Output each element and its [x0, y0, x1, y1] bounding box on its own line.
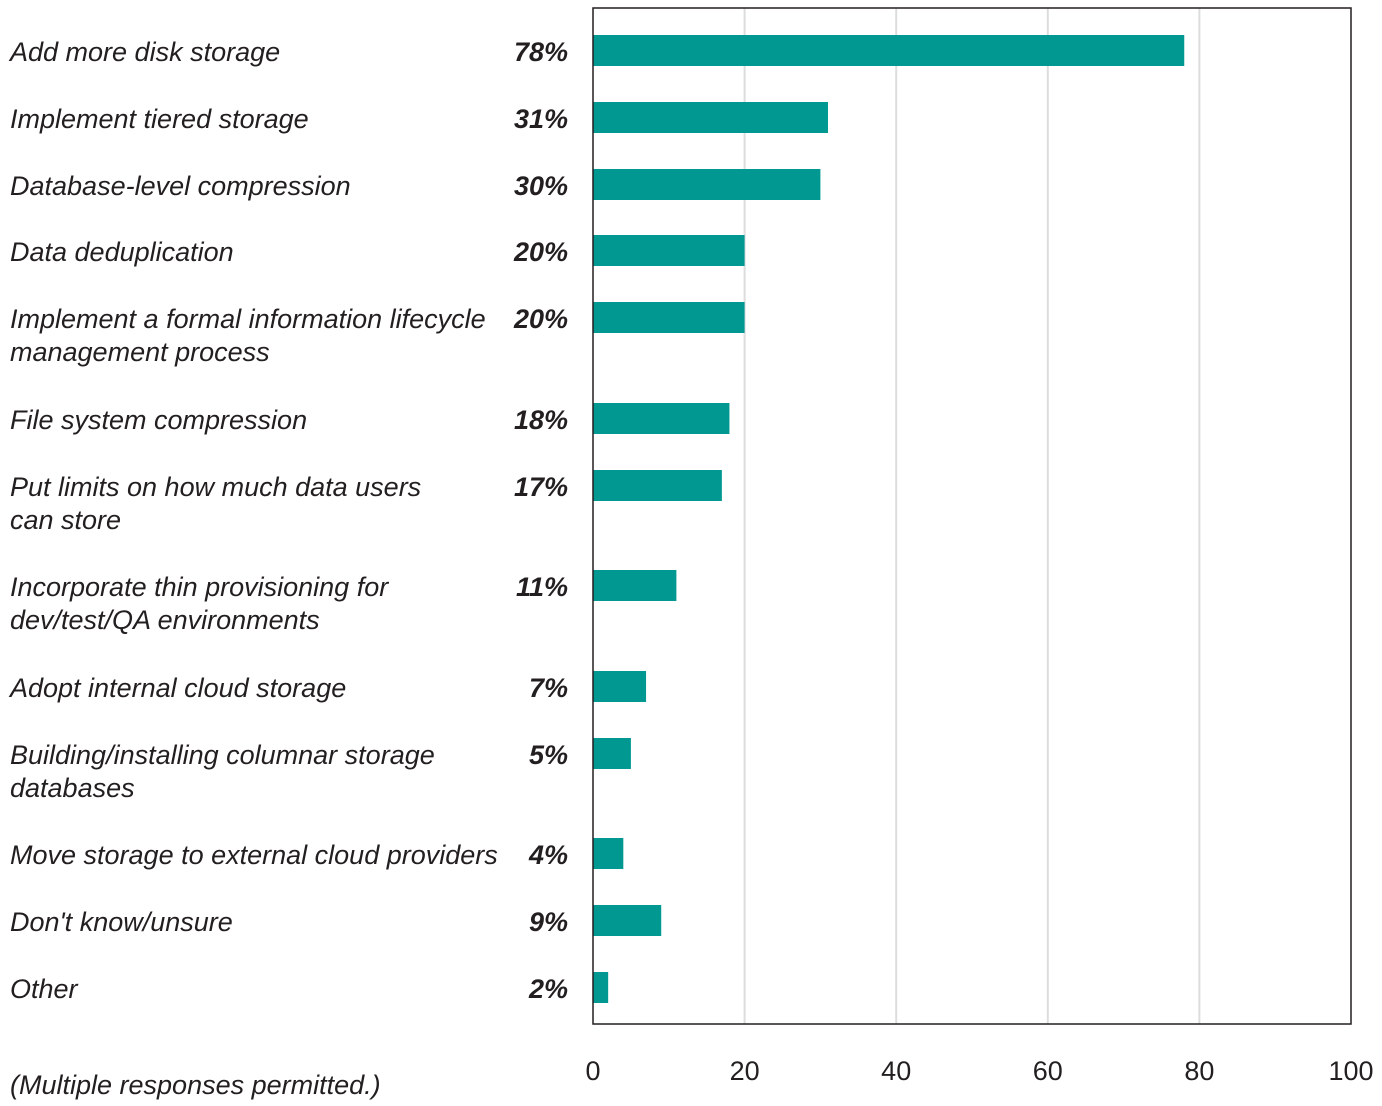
value-label: 7%: [529, 673, 568, 703]
bar: [593, 102, 828, 133]
category-labels: Add more disk storage Implement tiered st…: [8, 37, 498, 1004]
value-label: 5%: [529, 740, 568, 770]
category-label: Add more disk storage: [8, 37, 280, 67]
category-label-line: databases: [10, 773, 135, 803]
category-label-line: dev/test/QA environments: [10, 605, 320, 635]
bar: [593, 905, 662, 936]
value-label: 20%: [513, 304, 568, 334]
bar: [593, 738, 631, 769]
bar: [593, 570, 677, 601]
x-tick-label: 0: [585, 1056, 600, 1086]
category-label-line: Adopt internal cloud storage: [8, 673, 346, 703]
bar: [593, 403, 730, 434]
category-label-line: Other: [10, 974, 79, 1004]
category-label-line: Add more disk storage: [8, 37, 280, 67]
value-label: 78%: [514, 37, 568, 67]
bar: [593, 235, 745, 266]
category-label-line: Implement a formal information lifecycle: [10, 304, 486, 334]
category-label: Implement a formal information lifecycle…: [10, 304, 486, 367]
x-tick-labels: 0 20 40 60 80 100: [585, 1056, 1373, 1086]
category-label-line: File system compression: [10, 405, 307, 435]
value-labels: 78% 31% 30% 20% 20% 18% 17% 11% 7% 5% 4% 9% 2%: [513, 37, 568, 1004]
category-label-line: can store: [10, 505, 121, 535]
value-label: 2%: [528, 974, 568, 1004]
category-label: Database-level compression: [10, 171, 351, 201]
category-label: Adopt internal cloud storage: [8, 673, 346, 703]
plot-frame: [592, 7, 1352, 1025]
category-label: Don't know/unsure: [10, 907, 233, 937]
bar: [593, 671, 647, 702]
category-label-line: Database-level compression: [10, 171, 351, 201]
category-label: Other: [10, 974, 79, 1004]
category-label: Building/installing columnar storage data…: [10, 740, 435, 803]
bar: [593, 972, 609, 1003]
bar: [593, 838, 624, 869]
value-label: 31%: [514, 104, 568, 134]
bar: [593, 470, 722, 501]
category-label: Incorporate thin provisioning for dev/tes…: [10, 572, 389, 635]
x-tick-label: 20: [730, 1056, 760, 1086]
category-label-line: Data deduplication: [10, 237, 234, 267]
bar: [593, 169, 821, 200]
gridlines: [743, 8, 1201, 1024]
x-tick-label: 60: [1033, 1056, 1063, 1086]
bar: [593, 35, 1185, 66]
category-label-line: Incorporate thin provisioning for: [10, 572, 389, 602]
category-label-line: Implement tiered storage: [10, 104, 309, 134]
category-label-line: Building/installing columnar storage: [10, 740, 435, 770]
x-tick-label: 100: [1328, 1056, 1373, 1086]
category-label: Move storage to external cloud providers: [10, 840, 498, 870]
x-tick-label: 40: [881, 1056, 911, 1086]
category-label: Data deduplication: [10, 237, 234, 267]
footnote: (Multiple responses permitted.): [10, 1070, 381, 1100]
value-label: 20%: [513, 237, 568, 267]
value-label: 18%: [514, 405, 568, 435]
value-label: 9%: [529, 907, 568, 937]
category-label: Put limits on how much data users can sto…: [10, 472, 421, 535]
bar: [593, 302, 745, 333]
x-tick-label: 80: [1184, 1056, 1214, 1086]
value-label: 30%: [514, 171, 568, 201]
value-label: 4%: [528, 840, 568, 870]
category-label-line: Don't know/unsure: [10, 907, 233, 937]
bars: [593, 35, 1185, 1003]
value-label: 11%: [516, 572, 568, 602]
category-label-line: Move storage to external cloud providers: [10, 840, 498, 870]
value-label: 17%: [514, 472, 568, 502]
category-label: Implement tiered storage: [10, 104, 309, 134]
plot-frame-rect: [592, 7, 1352, 1025]
category-label-line: Put limits on how much data users: [10, 472, 421, 502]
category-label: File system compression: [10, 405, 307, 435]
category-label-line: management process: [10, 337, 270, 367]
